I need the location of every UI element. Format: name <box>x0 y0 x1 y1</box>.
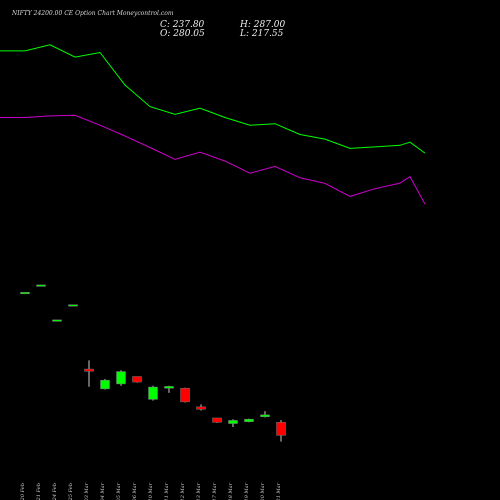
upper-line-series <box>0 44 426 154</box>
x-tick-label: 20 Feb <box>20 483 26 500</box>
x-axis-labels: 20 Feb 21 Feb 24 Feb 25 Feb 03 Mar 04 Mar 05 M… <box>20 482 282 500</box>
low-value: L: 217.55 <box>240 29 284 39</box>
candle-21-feb <box>36 284 46 287</box>
close-value: C: 237.80 <box>160 20 205 30</box>
candle-24-feb <box>52 319 62 322</box>
candle-04-mar <box>100 378 110 390</box>
candles <box>20 284 286 442</box>
candle-05-mar <box>116 370 126 386</box>
x-tick-label: 21 Feb <box>36 483 42 500</box>
candle-20-feb <box>20 292 30 295</box>
candle-body <box>180 388 190 403</box>
candle-11-mar <box>164 385 174 393</box>
candle-10-mar <box>148 385 158 401</box>
x-tick-label: 11 Mar <box>164 482 170 500</box>
candle-03-mar <box>84 360 94 387</box>
chart-title: NIFTY 24200.00 CE Option Chart Moneycont… <box>12 10 174 17</box>
x-tick-label: 05 Mar <box>116 482 122 500</box>
candle-body <box>196 406 206 410</box>
x-tick-label: 17 Mar <box>212 482 218 500</box>
x-tick-label: 21 Mar <box>276 482 282 500</box>
candle-21-mar <box>276 420 286 442</box>
x-tick-label: 24 Feb <box>52 483 58 500</box>
candle-12-mar <box>180 387 190 403</box>
x-tick-label: 04 Mar <box>100 482 106 500</box>
candle-body <box>116 371 126 385</box>
candle-body <box>68 304 78 307</box>
candle-25-feb <box>68 304 78 307</box>
candle-body <box>100 379 110 390</box>
x-tick-label: 13 Mar <box>196 482 202 500</box>
indicator-lines <box>0 44 426 205</box>
candle-17-mar <box>212 417 222 423</box>
x-tick-label: 25 Feb <box>68 483 74 500</box>
lower-line-series <box>0 114 426 205</box>
candle-20-mar <box>260 411 270 418</box>
candle-body <box>260 414 270 417</box>
candle-body <box>84 368 94 372</box>
candle-body <box>148 386 158 400</box>
candle-body <box>276 422 286 436</box>
high-value: H: 287.00 <box>240 20 286 30</box>
candle-body <box>212 417 222 423</box>
candle-19-mar <box>244 418 254 423</box>
x-tick-label: 20 Mar <box>260 482 266 500</box>
x-tick-label: 19 Mar <box>244 482 250 500</box>
candle-body <box>244 418 254 422</box>
candle-body <box>20 292 30 295</box>
candle-body <box>164 386 174 389</box>
candle-18-mar <box>228 419 238 427</box>
x-tick-label: 12 Mar <box>180 482 186 500</box>
x-tick-label: 03 Mar <box>84 482 90 500</box>
x-tick-label: 06 Mar <box>132 482 138 500</box>
x-tick-label: 10 Mar <box>148 482 154 500</box>
candle-body <box>52 319 62 322</box>
candle-13-mar <box>196 404 206 411</box>
candle-body <box>36 284 46 287</box>
candle-body <box>132 376 142 383</box>
candle-body <box>228 420 238 424</box>
x-tick-label: 18 Mar <box>228 482 234 500</box>
candle-06-mar <box>132 376 142 383</box>
open-value: O: 280.05 <box>160 29 205 39</box>
